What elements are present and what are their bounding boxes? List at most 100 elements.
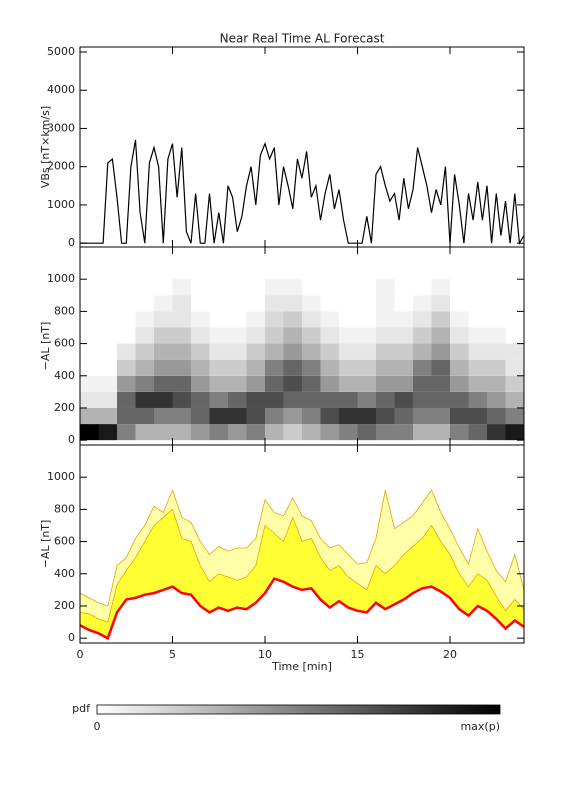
density-cell <box>209 424 228 441</box>
density-cell <box>376 279 395 296</box>
density-cell <box>320 359 339 376</box>
density-cell <box>135 279 154 296</box>
panel-frame <box>79 444 525 644</box>
density-cell <box>283 359 302 376</box>
density-cell <box>209 375 228 392</box>
density-cell <box>413 311 432 328</box>
density-cell <box>487 327 506 344</box>
density-cell <box>487 295 506 312</box>
density-cell <box>394 343 413 360</box>
density-cell <box>265 359 284 376</box>
density-cell <box>135 359 154 376</box>
density-cell <box>154 327 173 344</box>
density-cell <box>228 375 247 392</box>
density-cell <box>357 343 376 360</box>
y-axis-label: VBs [nT×km/s] <box>39 106 52 188</box>
density-cell <box>339 295 358 312</box>
density-cell <box>302 295 321 312</box>
density-cell <box>135 327 154 344</box>
density-cell <box>265 311 284 328</box>
density-cell <box>172 375 191 392</box>
density-cell <box>505 343 524 360</box>
density-cell <box>117 391 136 408</box>
density-cell <box>191 343 210 360</box>
density-cell <box>117 279 136 296</box>
density-cell <box>302 375 321 392</box>
density-cell <box>339 327 358 344</box>
density-cell <box>302 424 321 441</box>
density-cell <box>431 311 450 328</box>
density-cell <box>394 391 413 408</box>
density-cell <box>172 295 191 312</box>
colorbar-max-label: max(p) <box>460 720 500 733</box>
density-cell <box>302 279 321 296</box>
y-tick-label: 3000 <box>47 121 75 134</box>
density-cell <box>376 424 395 441</box>
density-cell <box>487 343 506 360</box>
density-cell <box>394 375 413 392</box>
density-cell <box>80 407 99 425</box>
density-cell <box>357 407 376 425</box>
density-cell <box>302 407 321 425</box>
density-cell <box>283 343 302 360</box>
density-cell <box>413 279 432 296</box>
colorbar-min-label: 0 <box>94 720 101 733</box>
density-cell <box>80 359 99 376</box>
density-cell <box>191 327 210 344</box>
density-cell <box>191 407 210 425</box>
density-cell <box>505 391 524 408</box>
density-cell <box>246 327 265 344</box>
density-cell <box>154 343 173 360</box>
density-cell <box>191 375 210 392</box>
density-cell <box>376 391 395 408</box>
density-cell <box>283 295 302 312</box>
density-cell <box>80 391 99 408</box>
vbs-line <box>80 139 525 246</box>
density-cell <box>154 424 173 441</box>
density-cell <box>468 279 487 296</box>
density-cell <box>487 375 506 392</box>
density-cell <box>80 295 99 312</box>
density-cell <box>246 424 265 441</box>
y-tick-label: 1000 <box>47 198 75 211</box>
density-cell <box>394 311 413 328</box>
density-cell <box>117 295 136 312</box>
density-cell <box>450 375 469 392</box>
density-cell <box>320 327 339 344</box>
density-cell <box>135 375 154 392</box>
density-cell <box>413 359 432 376</box>
x-tick-label: 20 <box>443 648 457 661</box>
density-cell <box>228 327 247 344</box>
density-cell <box>209 295 228 312</box>
density-cell <box>450 327 469 344</box>
density-cell <box>209 407 228 425</box>
density-cell <box>487 279 506 296</box>
density-cell <box>283 279 302 296</box>
density-cell <box>487 311 506 328</box>
density-cell <box>431 424 450 441</box>
density-cell <box>413 391 432 408</box>
y-tick-label: 5000 <box>47 45 75 58</box>
density-cell <box>302 311 321 328</box>
density-cell <box>172 327 191 344</box>
band-edge <box>79 488 525 607</box>
density-cell <box>117 375 136 392</box>
x-tick-label: 0 <box>77 648 84 661</box>
density-cell <box>339 279 358 296</box>
density-cell <box>154 407 173 425</box>
density-cell <box>487 391 506 408</box>
density-cell <box>191 295 210 312</box>
density-cell <box>154 391 173 408</box>
density-cell <box>394 295 413 312</box>
density-cell <box>505 359 524 376</box>
density-cell <box>209 391 228 408</box>
density-cell <box>320 407 339 425</box>
density-cell <box>394 279 413 296</box>
density-cell <box>468 359 487 376</box>
density-cell <box>98 295 117 312</box>
density-cell <box>339 391 358 408</box>
density-cell <box>357 311 376 328</box>
density-cell <box>117 327 136 344</box>
density-cell <box>246 279 265 296</box>
x-tick-label: 15 <box>351 648 365 661</box>
